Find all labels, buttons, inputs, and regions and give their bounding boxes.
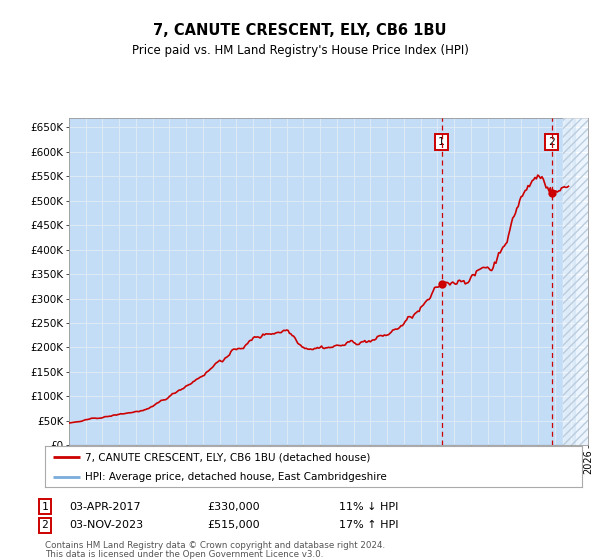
- Text: This data is licensed under the Open Government Licence v3.0.: This data is licensed under the Open Gov…: [45, 550, 323, 559]
- Text: 03-NOV-2023: 03-NOV-2023: [69, 520, 143, 530]
- Text: £330,000: £330,000: [207, 502, 260, 512]
- Text: Price paid vs. HM Land Registry's House Price Index (HPI): Price paid vs. HM Land Registry's House …: [131, 44, 469, 57]
- Text: Contains HM Land Registry data © Crown copyright and database right 2024.: Contains HM Land Registry data © Crown c…: [45, 541, 385, 550]
- Text: 2: 2: [41, 520, 49, 530]
- Text: 7, CANUTE CRESCENT, ELY, CB6 1BU (detached house): 7, CANUTE CRESCENT, ELY, CB6 1BU (detach…: [85, 452, 371, 463]
- Text: 03-APR-2017: 03-APR-2017: [69, 502, 140, 512]
- Polygon shape: [563, 118, 588, 445]
- Text: 2: 2: [548, 137, 555, 147]
- Text: 7, CANUTE CRESCENT, ELY, CB6 1BU: 7, CANUTE CRESCENT, ELY, CB6 1BU: [153, 24, 447, 38]
- Text: 17% ↑ HPI: 17% ↑ HPI: [339, 520, 398, 530]
- Text: 1: 1: [438, 137, 445, 147]
- Text: 11% ↓ HPI: 11% ↓ HPI: [339, 502, 398, 512]
- Text: HPI: Average price, detached house, East Cambridgeshire: HPI: Average price, detached house, East…: [85, 472, 387, 482]
- Text: 1: 1: [41, 502, 49, 512]
- Text: £515,000: £515,000: [207, 520, 260, 530]
